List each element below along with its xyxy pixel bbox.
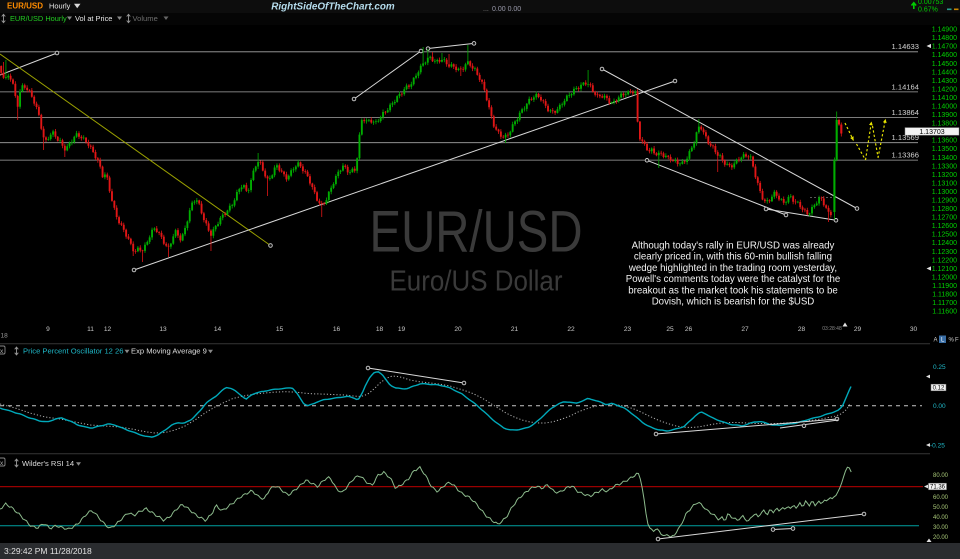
svg-text:Dovish, which is bearish for t: Dovish, which is bearish for the $USD: [652, 297, 815, 308]
svg-text:1.13400: 1.13400: [932, 155, 957, 162]
svg-text:x: x: [0, 348, 4, 355]
svg-text:13: 13: [159, 326, 167, 333]
svg-text:12: 12: [104, 326, 112, 333]
svg-text:EUR/USD: EUR/USD: [7, 1, 43, 10]
svg-text:1.13500: 1.13500: [932, 146, 957, 153]
svg-text:EUR/USD Hourly: EUR/USD Hourly: [10, 14, 67, 23]
svg-text:1.14500: 1.14500: [932, 61, 957, 68]
svg-text:1.14300: 1.14300: [932, 78, 957, 85]
svg-text:0.12: 0.12: [933, 386, 945, 392]
svg-text:50.00: 50.00: [933, 505, 949, 511]
svg-text:1.12300: 1.12300: [932, 249, 957, 256]
svg-text:21: 21: [511, 326, 519, 333]
svg-text:30: 30: [910, 326, 918, 333]
svg-text:1.12800: 1.12800: [932, 206, 957, 213]
svg-text:L: L: [941, 338, 945, 344]
svg-text:breakout as the market took hi: breakout as the market took his statemen…: [628, 285, 837, 296]
svg-text:15: 15: [276, 326, 284, 333]
svg-text:9: 9: [46, 326, 50, 333]
svg-text:18: 18: [376, 326, 384, 333]
svg-text:1.14400: 1.14400: [932, 69, 957, 76]
svg-text:1.14164: 1.14164: [892, 82, 919, 91]
svg-text:22: 22: [567, 326, 575, 333]
svg-text:0.25: 0.25: [933, 364, 946, 371]
svg-text:1.13000: 1.13000: [932, 189, 957, 196]
svg-text:1.13100: 1.13100: [932, 180, 957, 187]
svg-text:clearly priced in, with this 6: clearly priced in, with this 60-min bull…: [634, 252, 832, 263]
svg-text:0.00: 0.00: [933, 403, 946, 410]
svg-text:1.14800: 1.14800: [932, 35, 957, 42]
svg-text:0.67%: 0.67%: [918, 7, 938, 14]
svg-text:1.13300: 1.13300: [932, 163, 957, 170]
svg-text:1.13800: 1.13800: [932, 121, 957, 128]
svg-text:...: ...: [483, 6, 489, 13]
svg-text:0.00753: 0.00753: [918, 0, 943, 6]
svg-text:%: %: [949, 338, 955, 344]
svg-text:Exp Moving Average 9: Exp Moving Average 9: [131, 347, 207, 356]
svg-text:0.00 0.00: 0.00 0.00: [492, 6, 521, 13]
svg-text:RightSideOfTheChart.com: RightSideOfTheChart.com: [271, 2, 395, 13]
svg-text:60.00: 60.00: [933, 495, 949, 501]
svg-text:F: F: [955, 338, 959, 344]
svg-text:19: 19: [398, 326, 406, 333]
svg-text:1.12400: 1.12400: [932, 240, 957, 247]
svg-text:3:29:42 PM 11/28/2018: 3:29:42 PM 11/28/2018: [4, 546, 92, 556]
svg-text:1.14900: 1.14900: [932, 27, 957, 34]
svg-text:Hourly: Hourly: [49, 1, 71, 10]
svg-text:1.14200: 1.14200: [932, 86, 957, 93]
svg-text:Volume: Volume: [133, 14, 158, 23]
svg-text:Although today's rally in EUR/: Although today's rally in EUR/USD was al…: [632, 241, 835, 252]
svg-text:25: 25: [666, 326, 674, 333]
svg-text:23: 23: [624, 326, 632, 333]
svg-text:71.36: 71.36: [930, 485, 946, 491]
svg-text:1.11900: 1.11900: [932, 283, 957, 290]
svg-text:1.13366: 1.13366: [892, 151, 919, 160]
svg-text:-0.25: -0.25: [930, 443, 945, 450]
svg-text:16: 16: [333, 326, 341, 333]
svg-text:1.13900: 1.13900: [932, 112, 957, 119]
svg-text:1.11800: 1.11800: [932, 292, 957, 299]
svg-text:1.12900: 1.12900: [932, 198, 957, 205]
svg-text:1.13200: 1.13200: [932, 172, 957, 179]
svg-text:1.11600: 1.11600: [932, 309, 957, 316]
svg-text:1.12000: 1.12000: [932, 274, 957, 281]
svg-text:Price Percent Oscillator 12 26: Price Percent Oscillator 12 26: [23, 347, 123, 356]
svg-text:1.14000: 1.14000: [932, 104, 957, 111]
svg-text:1.11700: 1.11700: [932, 300, 957, 307]
svg-text:1.12500: 1.12500: [932, 232, 957, 239]
svg-text:Powell's comments today were t: Powell's comments today were the catalys…: [626, 274, 841, 285]
svg-text:30.00: 30.00: [933, 525, 949, 531]
svg-text:1.12100: 1.12100: [932, 266, 957, 273]
svg-text:20: 20: [454, 326, 462, 333]
svg-text:80.00: 80.00: [933, 473, 949, 479]
svg-text:20.00: 20.00: [933, 535, 949, 541]
svg-text:x: x: [0, 460, 4, 467]
svg-text:Euro/US Dollar: Euro/US Dollar: [390, 266, 563, 298]
svg-text:26: 26: [685, 326, 693, 333]
svg-text:Wilder's RSI 14: Wilder's RSI 14: [22, 459, 74, 468]
svg-text:1.14700: 1.14700: [932, 44, 957, 51]
svg-text:1.13569: 1.13569: [892, 133, 919, 142]
svg-text:27: 27: [741, 326, 749, 333]
svg-text:18: 18: [1, 333, 9, 340]
svg-text:EUR/USD: EUR/USD: [370, 200, 583, 265]
svg-text:1.12600: 1.12600: [932, 223, 957, 230]
svg-text:14: 14: [214, 326, 222, 333]
svg-text:1.14100: 1.14100: [932, 95, 957, 102]
svg-text:1.13600: 1.13600: [932, 138, 957, 145]
svg-text:11: 11: [87, 326, 94, 333]
svg-text:40.00: 40.00: [933, 515, 949, 521]
svg-text:wedge highlighted in the tradi: wedge highlighted in the trading room ye…: [628, 263, 837, 274]
svg-text:1.13703: 1.13703: [919, 129, 944, 136]
svg-text:29: 29: [854, 326, 862, 333]
svg-text:1.13864: 1.13864: [892, 108, 919, 117]
svg-text:A: A: [934, 338, 938, 344]
svg-text:1.14600: 1.14600: [932, 52, 957, 59]
svg-text:28: 28: [798, 326, 806, 333]
svg-text:03:28:48: 03:28:48: [822, 326, 842, 332]
svg-text:1.14633: 1.14633: [892, 42, 919, 51]
svg-text:1.12700: 1.12700: [932, 215, 957, 222]
svg-text:1.12200: 1.12200: [932, 257, 957, 264]
svg-text:Vol at Price: Vol at Price: [75, 14, 112, 23]
